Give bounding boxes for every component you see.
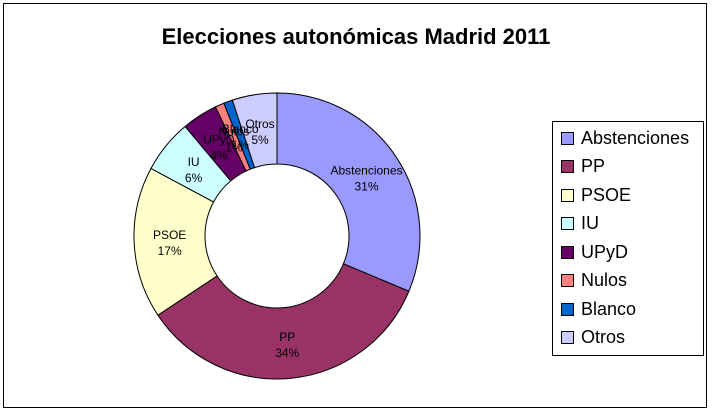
legend-item-upyd: UPyD: [561, 241, 628, 263]
data-label-otros: Otros 5%: [245, 117, 274, 147]
data-label-upyd: UPyD 4%: [203, 133, 235, 163]
legend-swatch: [561, 302, 574, 316]
data-label-nulos: Nulos 1%: [219, 125, 250, 155]
legend-swatch: [561, 160, 574, 173]
legend-swatch: [561, 274, 574, 287]
slice-abstenciones: [276, 92, 421, 292]
data-label-pp: PP 34%: [275, 330, 299, 360]
legend-item-iu: IU: [561, 213, 599, 235]
legend-item-nulos: Nulos: [561, 270, 627, 292]
slice-psoe: [133, 167, 218, 316]
legend-label: PSOE: [581, 184, 632, 205]
legend-label: Abstenciones: [581, 127, 690, 148]
slice-pp: [157, 263, 410, 380]
legend-swatch: [561, 331, 574, 344]
legend-item-pp: PP: [561, 156, 605, 178]
legend-swatch: [561, 131, 574, 145]
legend-item-otros: Otros: [561, 327, 625, 349]
legend-label: UPyD: [581, 241, 629, 262]
slice-otros: [231, 92, 278, 169]
data-label-abstenciones: Abstenciones 31%: [330, 163, 402, 193]
legend-label: PP: [581, 156, 606, 176]
chart-area: Elecciones autonómicas Madrid 2011 Abste…: [3, 3, 707, 408]
legend-label: Nulos: [581, 270, 628, 290]
legend-label: Blanco: [581, 298, 637, 319]
chart-title: Elecciones autonómicas Madrid 2011: [161, 24, 551, 49]
data-label-psoe: PSOE 17%: [153, 228, 186, 258]
legend-item-abstenciones: Abstenciones: [561, 127, 689, 149]
legend-label: Otros: [581, 327, 626, 347]
legend-swatch: [561, 245, 574, 259]
legend-item-psoe: PSOE: [561, 184, 631, 206]
legend-swatch: [561, 217, 574, 230]
data-label-iu: IU 6%: [185, 155, 203, 185]
legend-label: IU: [581, 213, 599, 233]
legend-item-blanco: Blanco: [561, 298, 636, 320]
doughnut-chart: Abstenciones 31% PP 34% PSOE 17% IU 6%UPyD 4%Nul…: [133, 92, 421, 380]
legend-swatch: [561, 188, 574, 202]
chart-legend: Abstenciones PP PSOE IU UPyD Nulos Blanco Otros: [552, 121, 704, 356]
data-label-blanco: Blanco 1%: [222, 122, 259, 152]
